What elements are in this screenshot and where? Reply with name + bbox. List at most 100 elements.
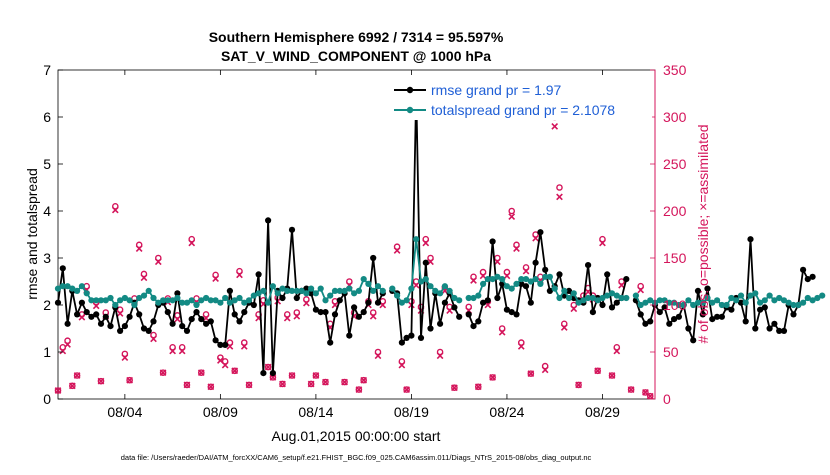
rmse-point bbox=[336, 297, 343, 304]
rmse-point bbox=[800, 266, 807, 273]
obs-possible-marker bbox=[279, 380, 286, 388]
obs-assimilated-marker bbox=[283, 314, 291, 322]
rmse-point bbox=[604, 271, 611, 278]
obs-assimilated-stroke bbox=[403, 386, 411, 393]
spread-point bbox=[274, 290, 281, 297]
spread-point bbox=[131, 301, 138, 309]
legend-rmse-marker bbox=[406, 86, 414, 94]
obs-possible-marker bbox=[470, 273, 477, 281]
rmse-point bbox=[613, 299, 620, 306]
obs-assimilated-stroke bbox=[522, 267, 530, 275]
spread-point bbox=[260, 287, 267, 294]
rmse-point bbox=[140, 325, 148, 332]
x-tick-label: 08/24 bbox=[489, 404, 524, 420]
spread-point bbox=[728, 294, 735, 302]
spread-point bbox=[694, 299, 702, 306]
obs-assimilated-stroke bbox=[508, 213, 516, 221]
obs-assimilated-marker bbox=[503, 272, 511, 280]
obs-assimilated-marker bbox=[188, 239, 196, 247]
obs-assimilated-stroke bbox=[188, 239, 196, 247]
y-right-tick-label: 50 bbox=[663, 344, 679, 360]
spread-point bbox=[542, 273, 549, 280]
spread-point bbox=[379, 287, 386, 294]
obs-possible-marker bbox=[283, 311, 291, 318]
spread-point bbox=[518, 276, 525, 283]
spread-point bbox=[508, 285, 515, 292]
rmse-point bbox=[169, 320, 176, 327]
rmse-point bbox=[637, 311, 644, 318]
spread-point bbox=[790, 301, 797, 309]
spread-point bbox=[54, 285, 62, 292]
rmse-point bbox=[656, 309, 663, 316]
rmse-point bbox=[97, 320, 105, 327]
rmse-point bbox=[346, 332, 353, 339]
spread-point bbox=[188, 297, 195, 304]
obs-assimilated-marker bbox=[111, 206, 119, 214]
spread-point bbox=[561, 287, 568, 294]
obs-possible-marker bbox=[341, 378, 348, 386]
rmse-point bbox=[642, 320, 649, 327]
spread-point bbox=[714, 297, 721, 304]
obs-assimilated-marker bbox=[169, 347, 176, 355]
obs-assimilated-marker bbox=[403, 386, 411, 393]
spread-point bbox=[819, 292, 826, 299]
spread-point bbox=[671, 299, 678, 306]
obs-possible-marker bbox=[527, 370, 535, 377]
spread-point bbox=[527, 278, 534, 285]
axis-layer: 0 1 2 3 4 5 6 7 0 50 100 150 200 250 300 350 08/04 08/09 0… bbox=[43, 62, 686, 420]
spread-point bbox=[217, 299, 224, 306]
obs-assimilated-marker bbox=[470, 277, 477, 284]
y-right-tick-label: 350 bbox=[663, 62, 687, 78]
spread-point bbox=[532, 276, 539, 283]
rmse-point bbox=[64, 320, 71, 327]
chart-title-line2: SAT_V_WIND_COMPONENT @ 1000 hPa bbox=[221, 48, 491, 64]
rmse-point bbox=[608, 304, 616, 311]
rmse-point bbox=[179, 323, 186, 330]
rmse-point bbox=[542, 266, 549, 273]
obs-assimilated-marker bbox=[360, 376, 368, 384]
spread-point bbox=[93, 297, 100, 304]
rmse-point bbox=[198, 316, 205, 323]
rmse-point bbox=[322, 309, 329, 316]
spread-point bbox=[599, 294, 606, 302]
rmse-point bbox=[522, 283, 530, 290]
obs-assimilated-stroke bbox=[183, 381, 191, 389]
obs-possible-marker bbox=[178, 343, 186, 351]
obs-assimilated-stroke bbox=[360, 376, 368, 384]
obs-assimilated-marker bbox=[293, 312, 301, 320]
obs-assimilated-stroke bbox=[154, 258, 162, 266]
obs-assimilated-stroke bbox=[236, 271, 243, 279]
obs-assimilated-stroke bbox=[513, 245, 520, 252]
spread-point bbox=[355, 287, 362, 294]
obs-assimilated-stroke bbox=[307, 380, 315, 388]
spread-point bbox=[809, 297, 816, 304]
obs-possible-marker bbox=[231, 367, 239, 375]
spread-point bbox=[346, 285, 353, 292]
obs-possible-marker bbox=[541, 362, 549, 370]
obs-possible-marker bbox=[264, 363, 272, 371]
spread-point bbox=[145, 287, 152, 294]
spread-point bbox=[608, 290, 616, 297]
obs-assimilated-stroke bbox=[73, 372, 81, 379]
obs-possible-marker bbox=[116, 306, 124, 314]
obs-assimilated-stroke bbox=[422, 239, 430, 247]
rmse-point bbox=[809, 273, 816, 280]
spread-point bbox=[661, 297, 668, 304]
obs-assimilated-marker bbox=[197, 369, 205, 377]
obs-possible-marker bbox=[489, 374, 496, 381]
y-left-tick-label: 6 bbox=[43, 109, 51, 125]
obs-possible-marker bbox=[642, 389, 649, 396]
rmse-point bbox=[308, 290, 315, 297]
rmse-point bbox=[74, 311, 81, 318]
spread-point bbox=[69, 285, 76, 292]
rmse-point bbox=[88, 313, 95, 320]
obs-assimilated-stroke bbox=[159, 369, 167, 377]
obs-possible-marker bbox=[513, 241, 520, 249]
spread-point bbox=[298, 287, 305, 294]
rmse-point bbox=[355, 313, 362, 320]
spread-point bbox=[117, 297, 124, 304]
obs-possible-marker bbox=[613, 343, 621, 351]
obs-possible-marker bbox=[346, 278, 353, 285]
spread-point bbox=[737, 292, 745, 299]
obs-assimilated-marker bbox=[374, 352, 382, 360]
